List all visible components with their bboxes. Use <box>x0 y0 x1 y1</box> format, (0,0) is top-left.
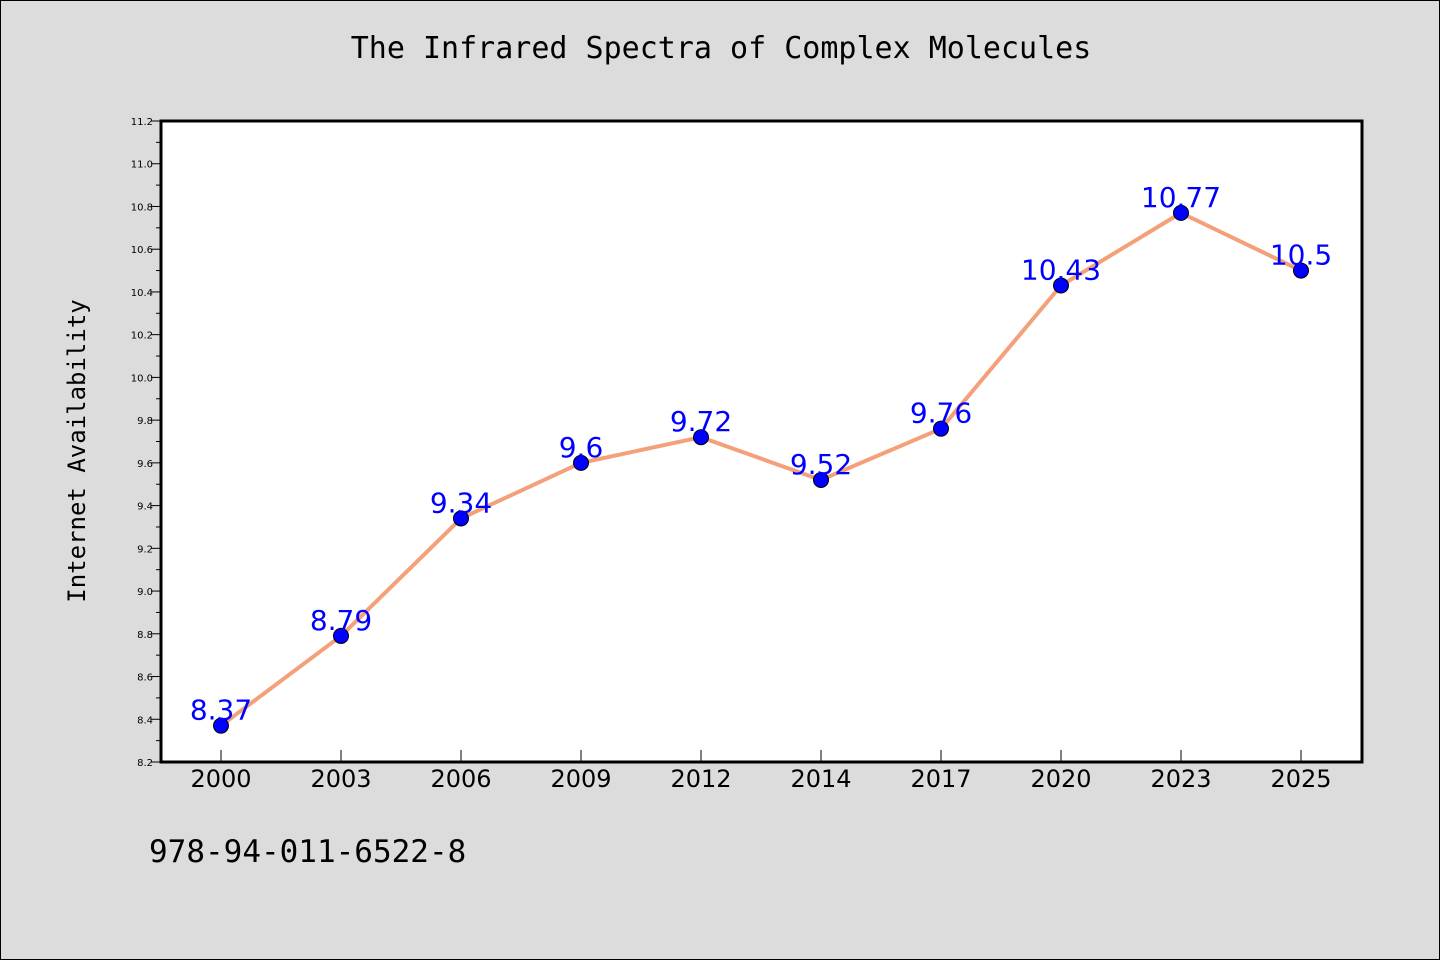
chart-title: The Infrared Spectra of Complex Molecule… <box>350 31 1092 66</box>
x-tick-label: 2003 <box>310 765 371 793</box>
y-tick-label: 9.0 <box>137 587 153 598</box>
data-point <box>1173 204 1189 221</box>
data-point <box>453 510 469 527</box>
x-tick-label: 2014 <box>790 765 851 793</box>
data-label: 8.79 <box>310 604 372 637</box>
y-tick-label: 9.6 <box>137 459 153 470</box>
data-point <box>693 429 709 446</box>
series-line <box>219 210 1302 728</box>
data-label: 9.6 <box>559 431 604 464</box>
x-tick-label: 2009 <box>550 765 611 793</box>
y-tick-label: 10.8 <box>131 202 153 213</box>
data-label: 9.52 <box>790 448 852 481</box>
y-tick-label: 9.8 <box>137 416 153 427</box>
y-tick-label: 11.0 <box>131 160 153 171</box>
y-tick-label: 10.4 <box>131 288 153 299</box>
data-point <box>813 471 829 488</box>
x-tick-label: 2020 <box>1030 765 1091 793</box>
y-tick-label: 8.2 <box>137 758 153 769</box>
y-tick-label: 8.4 <box>137 715 153 726</box>
data-point <box>933 420 949 437</box>
data-point <box>213 717 229 734</box>
data-label: 10.43 <box>1021 254 1101 287</box>
plot-frame <box>159 119 1364 764</box>
data-label: 9.72 <box>670 405 732 438</box>
x-tick-label: 2012 <box>670 765 731 793</box>
x-tick-label: 2023 <box>1150 765 1211 793</box>
y-tick-label: 11.2 <box>131 117 153 128</box>
y-axis: 8.2 8.4 8.6 8.8 9.0 9.2 9.4 9.6 9.8 10.0 10.2 10.4 1… <box>131 117 161 769</box>
data-label: 9.34 <box>430 486 492 519</box>
data-point <box>333 627 349 644</box>
y-tick-label: 8.6 <box>137 673 153 684</box>
y-tick-label: 10.6 <box>131 245 153 256</box>
data-label: 10.5 <box>1270 239 1332 272</box>
data-markers <box>213 204 1309 734</box>
y-tick-label: 9.2 <box>137 544 153 555</box>
y-tick-label: 8.8 <box>137 630 153 641</box>
data-label: 10.77 <box>1141 181 1221 214</box>
x-tick-label: 2025 <box>1270 765 1331 793</box>
y-tick-label: 9.4 <box>137 502 153 513</box>
y-axis-label: Internet Availability <box>63 299 91 602</box>
x-tick-label: 2006 <box>430 765 491 793</box>
data-labels: 8.37 8.79 9.34 9.6 9.72 9.52 9.76 10.43 10.77 10.… <box>190 181 1332 727</box>
data-point <box>1293 262 1309 279</box>
x-axis: 2000 2003 2006 2009 2012 2014 2017 2020 2023 2025 <box>190 750 1332 793</box>
y-tick-label: 10.0 <box>131 373 153 384</box>
data-point <box>573 454 589 471</box>
y-tick-label: 10.2 <box>131 331 153 342</box>
data-point <box>1053 277 1069 294</box>
x-tick-label: 2017 <box>910 765 971 793</box>
plot-area <box>161 121 1362 762</box>
data-label: 8.37 <box>190 694 252 727</box>
x-tick-label: 2000 <box>190 765 251 793</box>
data-label: 9.76 <box>910 397 972 430</box>
isbn-footer: 978-94-011-6522-8 <box>149 834 467 870</box>
